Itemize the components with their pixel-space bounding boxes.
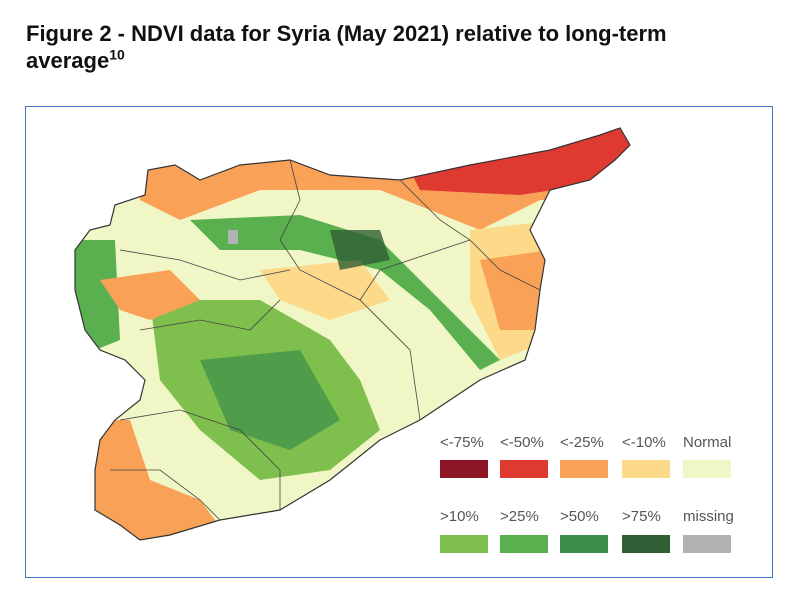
legend-label: >25% (500, 508, 539, 525)
title-text: Figure 2 - NDVI data for Syria (May 2021… (26, 21, 667, 73)
legend-swatch (500, 535, 548, 553)
legend: <-75% <-50% <-25% <-10% Normal >10% >25% >50% >7… (440, 434, 734, 553)
legend-label: <-75% (440, 434, 484, 451)
legend-label: Normal (683, 434, 731, 451)
legend-label: missing (683, 508, 734, 525)
legend-label: <-25% (560, 434, 604, 451)
legend-swatch (622, 460, 670, 478)
footnote-ref: 10 (109, 46, 125, 63)
legend-swatch (440, 535, 488, 553)
legend-label: >50% (560, 508, 599, 525)
legend-swatch (560, 535, 608, 553)
ndvi-raster (75, 128, 630, 540)
legend-swatch (560, 460, 608, 478)
legend-label: <-10% (622, 434, 666, 451)
legend-swatch (440, 460, 488, 478)
legend-label: >10% (440, 508, 479, 525)
figure-frame (25, 106, 773, 578)
legend-swatch (622, 535, 670, 553)
legend-swatch (500, 460, 548, 478)
legend-label: >75% (622, 508, 661, 525)
legend-swatch (683, 535, 731, 553)
legend-label: <-50% (500, 434, 544, 451)
figure-title: Figure 2 - NDVI data for Syria (May 2021… (26, 20, 746, 74)
admin-borders (110, 159, 541, 521)
legend-swatch (683, 460, 731, 478)
